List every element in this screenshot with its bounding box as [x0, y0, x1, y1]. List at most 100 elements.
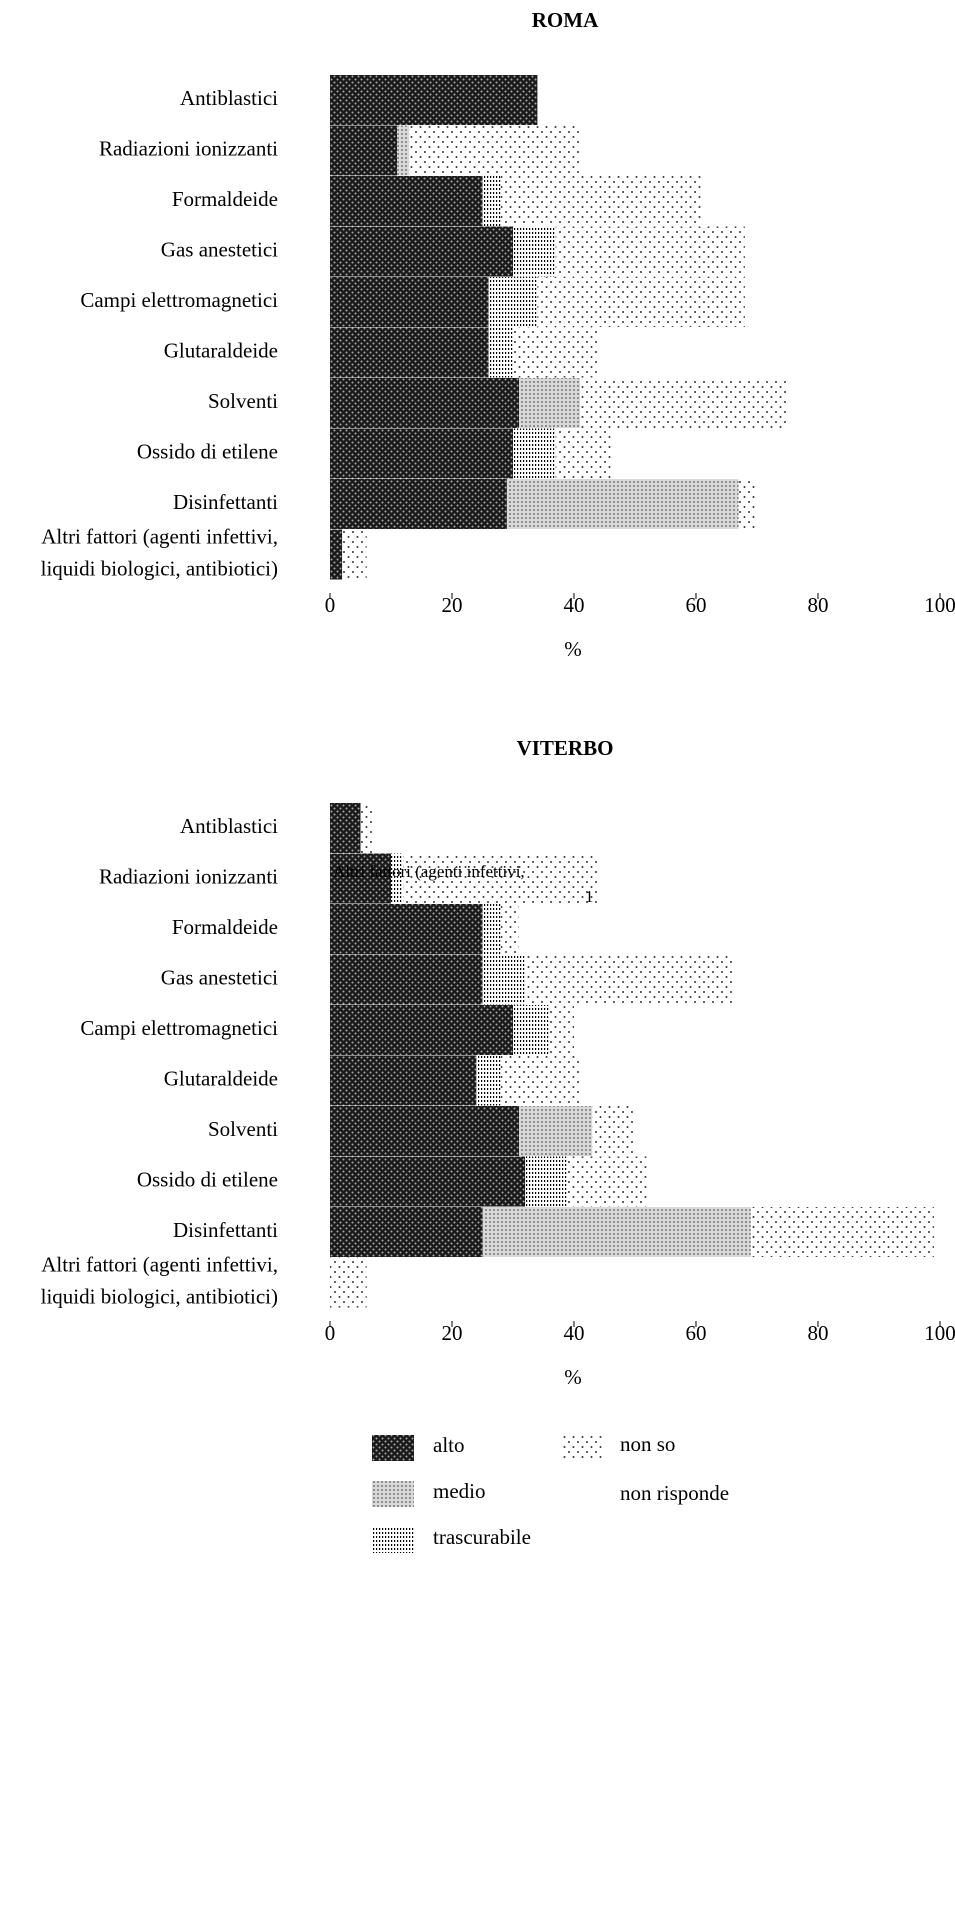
- legend-swatch: [372, 1481, 414, 1507]
- category-label: Glutaraldeide: [164, 338, 278, 362]
- bar-segment: [567, 1156, 648, 1207]
- category-label: Campi elettromagnetici: [80, 1016, 278, 1040]
- bar-segment: [513, 226, 556, 277]
- category-label: Disinfettanti: [173, 1218, 278, 1242]
- bar-segment: [360, 803, 373, 853]
- category-label: Solventi: [208, 1117, 278, 1141]
- bar-segment: [580, 378, 788, 428]
- bar-segment: [330, 277, 489, 327]
- bar-segment: [580, 1055, 782, 1106]
- bar-segment: [342, 529, 367, 580]
- x-tick-label: 40: [564, 593, 585, 617]
- bar-segment: [409, 125, 581, 176]
- bar-segment: [403, 853, 599, 904]
- bar-segment: [513, 428, 556, 479]
- bar-segment: [330, 1005, 513, 1055]
- category-label: Antiblastici: [180, 86, 278, 110]
- x-tick-label: 80: [808, 593, 829, 617]
- category-label: Altri fattori (agenti infettivi, liquidi …: [41, 1252, 278, 1308]
- bar-segment: [488, 277, 538, 327]
- x-tick-label: 0: [325, 593, 336, 617]
- bar-segment: [549, 1005, 574, 1055]
- bar-segment: [330, 1207, 483, 1257]
- bar-segment: [738, 479, 757, 529]
- bar-segment: [555, 226, 745, 277]
- bar-segment: [750, 1207, 934, 1257]
- category-label: Gas anestetici: [161, 237, 278, 261]
- category-label: Radiazioni ionizzanti: [99, 136, 278, 160]
- bar-segment: [519, 1106, 593, 1156]
- legend-label: medio: [433, 1479, 486, 1503]
- x-tick-label: 20: [442, 593, 463, 617]
- bar-segment: [330, 1257, 367, 1308]
- chart-title: ROMA: [532, 8, 599, 32]
- bar-segment: [330, 479, 507, 529]
- bar-segment: [330, 904, 483, 954]
- bar-segment: [330, 803, 361, 853]
- x-tick-label: 20: [442, 1321, 463, 1345]
- x-axis-label: %: [564, 1365, 582, 1389]
- bar-segment: [476, 1055, 501, 1106]
- bar-segment: [598, 327, 776, 378]
- bar-segment: [482, 904, 501, 954]
- category-label: Disinfettanti: [173, 490, 278, 514]
- bar-segment: [525, 954, 733, 1005]
- annotation: Altri fattori (agenti infettivi,: [333, 862, 525, 881]
- bar-segment: [519, 904, 709, 954]
- bar-segment: [482, 176, 501, 226]
- bar-segment: [391, 853, 404, 904]
- legend-swatch: [562, 1434, 604, 1460]
- bar-segment: [635, 1106, 837, 1156]
- x-tick-label: 80: [808, 1321, 829, 1345]
- bar-segment: [330, 1055, 477, 1106]
- x-tick-label: 60: [686, 1321, 707, 1345]
- category-label: Gas anestetici: [161, 965, 278, 989]
- bar-segment: [513, 1005, 550, 1055]
- legend-label: alto: [433, 1433, 465, 1457]
- x-tick-label: 40: [564, 1321, 585, 1345]
- annotation: 1: [585, 887, 594, 906]
- bar-segment: [330, 378, 520, 428]
- bar-segment: [500, 176, 703, 226]
- bar-segment: [330, 853, 391, 904]
- legend-label: trascurabile: [433, 1525, 531, 1549]
- x-tick-label: 100: [924, 1321, 955, 1345]
- legend-swatch: [562, 1483, 604, 1509]
- x-tick-label: 60: [686, 593, 707, 617]
- legend-label: non risponde: [620, 1481, 729, 1505]
- bar-segment: [330, 1106, 520, 1156]
- category-label: Altri fattori (agenti infettivi, liquidi …: [41, 524, 278, 580]
- category-label: Glutaraldeide: [164, 1066, 278, 1090]
- chart-title: VITERBO: [517, 736, 614, 760]
- bar-segment: [574, 1005, 733, 1055]
- bar-segment: [500, 904, 520, 954]
- bar-segment: [482, 954, 526, 1005]
- category-label: Campi elettromagnetici: [80, 288, 278, 312]
- x-tick-label: 0: [325, 1321, 336, 1345]
- bar-segment: [592, 1106, 635, 1156]
- legend-label: non so: [620, 1432, 675, 1456]
- category-label: Radiazioni ionizzanti: [99, 864, 278, 888]
- bar-segment: [482, 1207, 751, 1257]
- bar-segment: [506, 479, 739, 529]
- bar-segment: [500, 1055, 581, 1106]
- bar-segment: [330, 176, 483, 226]
- category-label: Ossido di etilene: [137, 1167, 278, 1191]
- category-label: Ossido di etilene: [137, 439, 278, 463]
- bar-segment: [330, 428, 513, 479]
- bar-segment: [537, 277, 745, 327]
- bar-segment: [330, 226, 513, 277]
- bar-segment: [330, 327, 489, 378]
- bar-segment: [330, 529, 343, 580]
- bar-segment: [372, 803, 550, 853]
- category-label: Antiblastici: [180, 814, 278, 838]
- x-axis-label: %: [564, 637, 582, 661]
- bar-segment: [488, 327, 513, 378]
- bar-segment: [330, 1156, 526, 1207]
- category-label: Formaldeide: [172, 915, 278, 939]
- bar-segment: [525, 1156, 568, 1207]
- bar-segment: [610, 428, 806, 479]
- bar-segment: [397, 125, 410, 176]
- bar-segment: [647, 1156, 861, 1207]
